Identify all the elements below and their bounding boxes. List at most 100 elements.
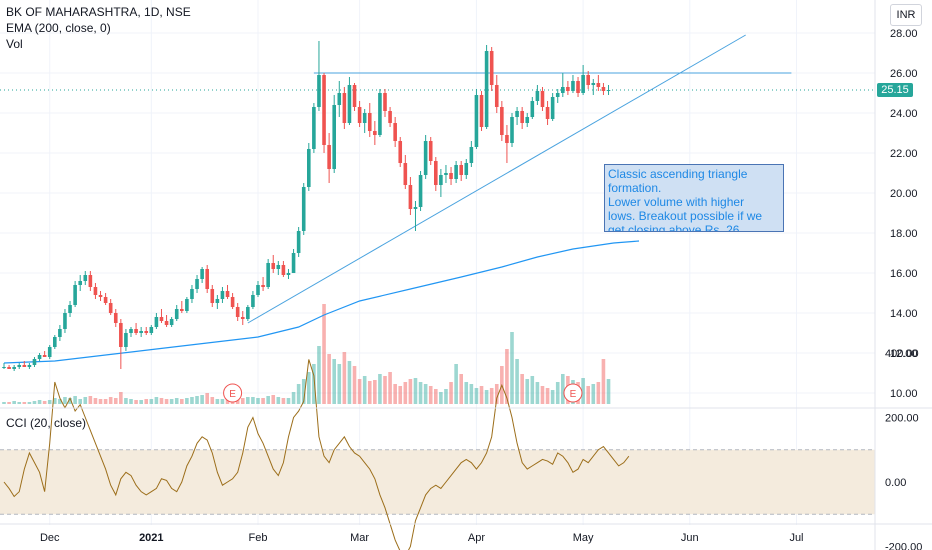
earnings-letter: E <box>570 389 577 400</box>
volume-bar <box>474 388 479 404</box>
candle <box>78 281 82 285</box>
time-tick-label: May <box>573 532 594 544</box>
volume-bar <box>530 376 535 404</box>
candle <box>378 93 382 135</box>
candle <box>301 187 306 231</box>
volume-bar <box>337 364 342 404</box>
volume-bar <box>124 398 128 404</box>
candle <box>149 327 154 333</box>
candle <box>347 85 352 123</box>
candle <box>555 93 560 97</box>
candle <box>281 265 286 275</box>
candle <box>210 289 215 303</box>
volume-bar <box>393 384 397 404</box>
legend-cci[interactable]: CCI (20, close) <box>6 416 87 430</box>
candle <box>403 163 408 185</box>
candle <box>200 269 204 279</box>
candle <box>2 367 6 368</box>
annotation-note[interactable]: Classic ascending triangle formation. Lo… <box>604 164 784 232</box>
volume-bar <box>449 382 453 404</box>
candle <box>393 123 397 141</box>
candle <box>22 365 27 367</box>
candle <box>576 81 580 93</box>
legend-vol[interactable]: Vol <box>6 37 23 51</box>
candle <box>327 145 331 169</box>
candle <box>180 309 184 311</box>
volume-bar <box>383 376 387 404</box>
annotation-line: lows. Breakout possible if we <box>608 209 763 223</box>
candle <box>535 91 540 101</box>
candle <box>12 367 16 369</box>
volume-bar <box>180 399 184 404</box>
candle <box>545 107 550 119</box>
volume-bar <box>434 389 438 404</box>
candle <box>500 107 504 135</box>
candle <box>129 329 133 333</box>
volume-bar <box>418 382 423 404</box>
volume-bar <box>291 392 296 404</box>
price-tick-label: 20.00 <box>890 188 918 200</box>
candle <box>215 299 220 303</box>
candle <box>586 75 590 85</box>
candle <box>17 365 22 367</box>
candle <box>190 289 194 299</box>
time-tick-label: Jul <box>789 532 803 544</box>
cci-tick-label: 0.00 <box>885 477 906 489</box>
candle <box>271 263 276 269</box>
candle <box>144 331 149 333</box>
candle <box>596 83 601 87</box>
volume-bar <box>444 389 448 404</box>
candle <box>174 309 179 319</box>
candle <box>362 113 367 123</box>
volume-bar <box>98 399 103 404</box>
candle <box>317 75 321 107</box>
candle <box>108 303 113 313</box>
volume-bar <box>129 399 133 404</box>
volume-bar <box>144 399 149 404</box>
volume-bar <box>489 388 494 404</box>
volume-bar <box>88 396 93 404</box>
volume-bar <box>119 392 123 404</box>
time-tick-label: 2021 <box>139 532 163 544</box>
candle <box>261 285 265 287</box>
candle <box>428 141 433 161</box>
volume-bar <box>403 382 408 404</box>
price-tick-label: 18.00 <box>890 228 918 240</box>
volume-bar <box>362 376 367 404</box>
annotation-line: Classic ascending triangle <box>608 167 748 181</box>
candle <box>119 323 123 347</box>
candle <box>63 313 67 329</box>
volume-bar <box>276 397 281 404</box>
volume-bar <box>63 397 67 404</box>
candle <box>27 365 32 367</box>
legend-ema[interactable]: EMA (200, close, 0) <box>6 21 111 35</box>
trend-line <box>247 34 746 324</box>
volume-bar <box>606 379 611 404</box>
volume-bar <box>134 400 138 404</box>
volume-bar <box>32 401 37 404</box>
candle <box>256 285 260 295</box>
candle <box>307 149 311 187</box>
candle <box>505 135 509 143</box>
candle <box>47 347 52 357</box>
candle <box>322 75 326 145</box>
candle <box>7 367 11 369</box>
candle <box>185 299 189 311</box>
price-tick-label: 12.00 <box>890 348 918 360</box>
candle <box>58 329 62 337</box>
volume-bar <box>540 386 545 404</box>
gridlines <box>0 0 875 525</box>
volume-bar <box>271 395 276 404</box>
volume-bar <box>185 398 189 404</box>
legend-title[interactable]: BK OF MAHARASHTRA, 1D, NSE <box>6 5 191 19</box>
currency-selector[interactable]: INR <box>890 4 922 26</box>
volume-bar <box>550 390 555 404</box>
volume-bar <box>83 397 88 404</box>
volume-bar <box>93 398 98 404</box>
cci-band <box>0 449 875 515</box>
candle <box>373 131 377 135</box>
volume-bar <box>12 401 16 404</box>
candle <box>164 321 169 325</box>
